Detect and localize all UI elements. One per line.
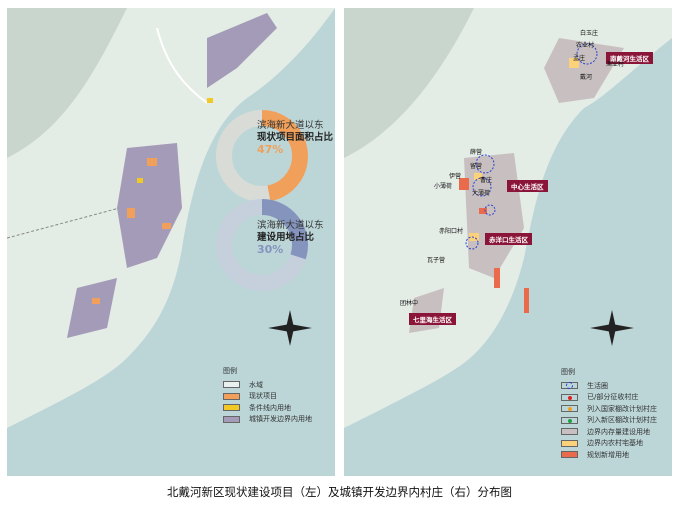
north-arrow-icon bbox=[590, 310, 634, 346]
village-label: 大薄荷 bbox=[472, 190, 491, 197]
village-label: 曹庄 bbox=[480, 177, 493, 184]
ring2-fill bbox=[216, 199, 308, 291]
right-map: 南戴河生活区 中心生活区 赤洋口生活区 七里海生活区 白玉庄 农业村 孟庄 渔业… bbox=[344, 8, 672, 476]
right-legend: 图例 生活圈 已/部分征收村庄 列入国家棚改计划村庄 列入新区棚改计划村庄 边界… bbox=[561, 368, 657, 459]
village-label: 孟庄 bbox=[573, 55, 586, 62]
village-label: 团林中 bbox=[400, 300, 419, 307]
sea bbox=[344, 38, 672, 476]
village-label: 农业村 bbox=[576, 42, 595, 49]
ring1-fill bbox=[216, 110, 308, 202]
village-label: 留营 bbox=[470, 163, 483, 170]
village-label: 伊营 bbox=[449, 173, 462, 180]
figure-caption: 北戴河新区现状建设项目（左）及城镇开发边界内村庄（右）分布图 bbox=[167, 485, 512, 499]
village-label: 薛营 bbox=[470, 149, 483, 156]
zone-label: 七里海生活区 bbox=[409, 313, 456, 325]
left-legend: 图例 水域 现状项目 条件线内用地 城镇开发边界内用地 bbox=[223, 367, 312, 424]
zone-label: 赤洋口生活区 bbox=[485, 233, 532, 245]
left-map: 滨海新大道以东 现状项目面积占比 47% 滨海新大道以东 建设用地占比 30% 图例 水… bbox=[7, 8, 335, 476]
village-label: 白玉庄 bbox=[580, 30, 599, 37]
north-arrow-icon bbox=[268, 310, 312, 346]
ring1-label: 滨海新大道以东 现状项目面积占比 47% bbox=[257, 120, 334, 156]
zone-label: 南戴河生活区 bbox=[606, 52, 653, 64]
village-label: 渔业村 bbox=[606, 61, 625, 68]
left-map-base bbox=[7, 8, 335, 476]
ring2-label: 滨海新大道以东 建设用地占比 30% bbox=[257, 220, 324, 256]
zone-label: 中心生活区 bbox=[507, 180, 548, 192]
village-label: 小薄荷 bbox=[434, 183, 453, 190]
village-label: 赤阳口村 bbox=[439, 228, 464, 235]
village-label: 瓦子营 bbox=[427, 257, 446, 264]
village-label: 戴河 bbox=[580, 74, 593, 81]
